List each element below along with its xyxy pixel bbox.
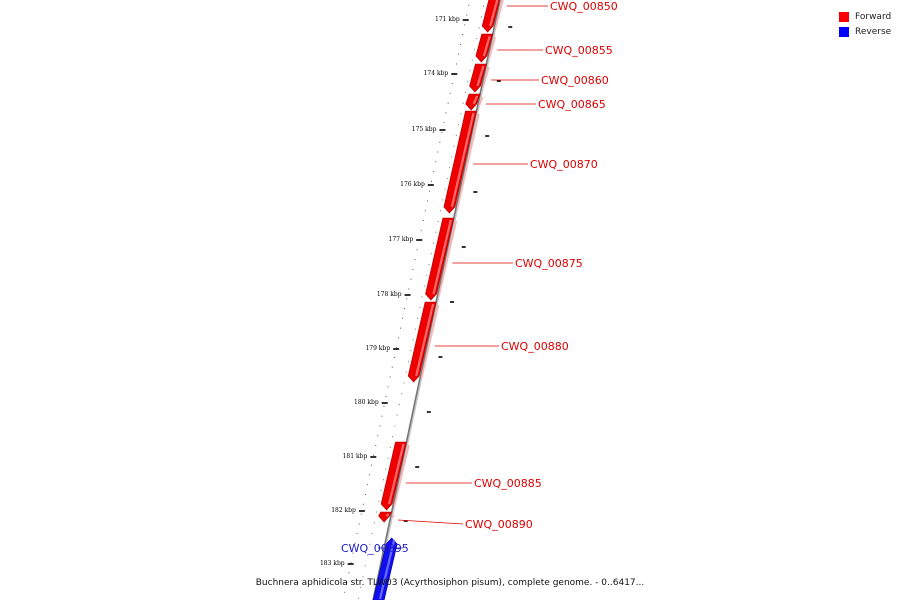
gene-CWQ_00875[interactable] [425,217,458,301]
backbone-line [372,0,501,600]
gene-highlight [489,0,499,27]
inner-minor-ticks [357,0,486,600]
gene-CWQ_00895[interactable] [372,537,400,600]
gene-CWQ_00880[interactable] [407,301,440,383]
gene-shadow [494,0,504,29]
reverse-swatch [839,26,849,37]
gene-highlight [385,513,390,517]
ruler-tick-label: 177 kbp [389,236,414,243]
gene-shadow [482,66,490,89]
gene-highlight [476,65,485,87]
gene-highlight [432,219,452,295]
strand-legend: Forward Reverse [839,9,891,39]
gene-CWQ_00850[interactable] [481,0,504,33]
ruler-tick-label: 171 kbp [435,16,460,23]
gene-label[interactable]: CWQ_00865 [538,98,606,111]
gene-highlight [472,95,479,105]
gene-label[interactable]: CWQ_00870 [530,158,598,171]
gene-CWQ_00860[interactable] [469,63,490,93]
ruler-minor-ticks [342,0,471,600]
ruler-tick-label: 175 kbp [412,126,437,133]
ruler-tick-label: 174 kbp [424,70,449,77]
genome-backbone [372,0,503,600]
ruler-tick-label: 179 kbp [365,345,390,352]
gene-shadow [420,304,440,379]
gene-highlight [388,443,405,505]
gene-label[interactable]: CWQ_00880 [501,340,569,353]
ruler-tick-label: 181 kbp [343,453,368,460]
legend-label-reverse: Reverse [855,26,892,37]
gene-label[interactable]: CWQ_00890 [465,518,533,531]
gene-CWQ_00890[interactable] [378,511,395,523]
gene-highlight [482,35,491,57]
forward-swatch [839,11,849,22]
gene-shadow [456,113,480,210]
legend-item-forward: Forward [839,9,891,24]
gene-shadow [391,514,395,519]
gene-highlight [378,539,396,600]
gene-label[interactable]: CWQ_00860 [541,74,609,87]
gene-shadow [393,444,410,507]
gene-shadow [438,220,458,297]
gene-label[interactable]: CWQ_00875 [515,257,583,270]
gene-CWQ_00855[interactable] [475,33,497,63]
gene-features [372,0,504,600]
map-caption: Buchnera aphidicola str. TLW03 (Acyrthos… [255,578,645,588]
gene-CWQ_00865[interactable] [465,93,484,111]
gene-CWQ_00885[interactable] [380,441,410,511]
legend-label-forward: Forward [855,11,892,22]
gene-leader-line [397,519,464,525]
gene-highlight [415,303,435,377]
gene-label[interactable]: CWQ_00895 [341,542,409,555]
ruler-tick-label: 178 kbp [377,291,402,298]
legend-item-reverse: Reverse [839,24,891,39]
gene-shadow [488,36,497,59]
ruler-tick-label: 180 kbp [354,399,379,406]
kbp-ruler: 171 kbp 174 kbp 175 kbp 176 kbp 177 kbp 178 k… [320,0,513,600]
gene-label[interactable]: CWQ_00855 [545,44,613,57]
gene-labels: CWQ_00850 CWQ_00855 CWQ_00860 CWQ_00865 CWQ_… [341,0,618,555]
gene-label[interactable]: CWQ_00850 [550,0,618,13]
ruler-tick-label: 183 kbp [320,560,345,567]
gene-shadow [478,96,484,107]
ruler-tick-label: 176 kbp [400,181,425,188]
gene-label[interactable]: CWQ_00885 [474,477,542,490]
gene-CWQ_00870[interactable] [443,110,480,214]
ruler-tick-label: 182 kbp [331,507,356,514]
gene-highlight [450,112,475,208]
